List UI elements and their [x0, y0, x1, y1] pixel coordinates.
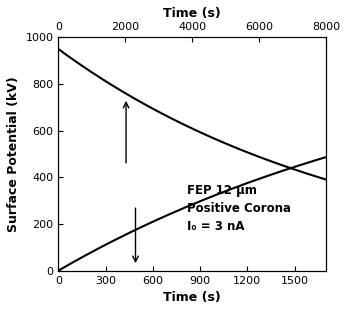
Y-axis label: Surface Potential (kV): Surface Potential (kV) — [7, 76, 20, 232]
Text: FEP 12 μm
Positive Corona
I₀ = 3 nA: FEP 12 μm Positive Corona I₀ = 3 nA — [187, 184, 291, 233]
X-axis label: Time (s): Time (s) — [163, 7, 221, 20]
X-axis label: Time (s): Time (s) — [163, 291, 221, 304]
